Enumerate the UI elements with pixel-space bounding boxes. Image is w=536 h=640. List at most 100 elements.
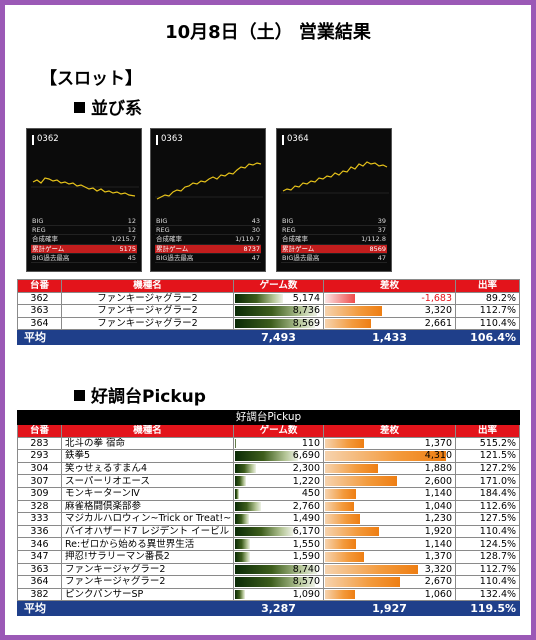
machine-number-cell: 336 (17, 524, 62, 539)
diff-cell: 3,320 (323, 562, 456, 577)
diff-cell: -1,683 (323, 291, 456, 306)
data-card[interactable]: 0363 BIG 43 REG 30 合成確率 1/119.7 累計ゲーム 8737 B… (150, 128, 266, 272)
table-row[interactable]: 363 ファンキージャグラー2 8,740 3,320 112.7% (17, 562, 521, 577)
diff-cell: 4,310 (323, 449, 456, 463)
games-cell: 110 (233, 436, 324, 451)
games-cell-bar (235, 564, 317, 575)
games-cell-bar (235, 501, 262, 512)
diff-cell-value: 1,370 (424, 551, 452, 563)
diff-cell-bar (325, 577, 400, 587)
table-row[interactable]: 304 笑ゥせぇるすまん4 2,300 1,880 127.2% (17, 461, 521, 476)
machine-name-cell: スーパーリオエース (61, 474, 234, 488)
card-stat-row: REG 37 (281, 226, 387, 236)
table-row[interactable]: 382 ピンクパンサーSP 1,090 1,060 132.4% (17, 587, 521, 602)
diff-cell: 1,060 (323, 587, 456, 602)
machine-name-cell: 押忍!サラリーマン番長2 (61, 549, 234, 564)
rate-cell: 89.2% (455, 291, 520, 306)
card-stat-row: BIG 43 (155, 217, 261, 227)
card-stat-row-highlight: 累計ゲーム 5175 (31, 244, 137, 254)
rate-cell: 128.7% (454, 549, 521, 564)
rate-cell: 132.4% (454, 587, 521, 602)
games-cell-bar (235, 476, 247, 486)
machine-number-cell: 307 (17, 474, 62, 488)
card-stat-row-highlight: 累計ゲーム 8737 (155, 244, 261, 254)
diff-cell-bar (325, 501, 354, 512)
table-row[interactable]: 293 鉄拳5 6,690 4,310 121.5% (17, 449, 521, 463)
games-cell: 8,740 (233, 562, 324, 577)
machine-number-cell: 347 (17, 549, 62, 564)
machine-number-cell: 364 (17, 316, 62, 331)
table-row[interactable]: 328 麻雀格闘倶楽部参 2,760 1,040 112.6% (17, 499, 521, 514)
machine-name-cell: バイオハザード7 レジデント イービル (61, 524, 234, 539)
card-graph-line (32, 177, 136, 197)
games-cell-value: 110 (301, 437, 320, 449)
table-row[interactable]: 307 スーパーリオエース 1,220 2,600 171.0% (17, 474, 521, 488)
card-stat-row: REG 12 (31, 226, 137, 236)
games-cell-value: 1,550 (292, 538, 320, 550)
diff-cell: 1,140 (323, 486, 456, 501)
section-pickup-heading: 好調台Pickup (74, 382, 206, 407)
diff-cell-bar (325, 318, 371, 329)
diff-cell: 1,230 (323, 512, 456, 526)
rate-cell: 515.2% (454, 436, 521, 451)
average-diff: 1,433 (323, 329, 456, 346)
table-row[interactable]: 336 バイオハザード7 レジデント イービル 6,170 1,920 110.4% (17, 524, 521, 539)
diff-cell-value: 1,140 (424, 538, 452, 550)
games-cell: 450 (233, 486, 324, 501)
table-row[interactable]: 364 ファンキージャグラー2 8,570 2,670 110.4% (17, 575, 521, 589)
diff-cell-bar (325, 306, 382, 316)
diff-cell-value: 3,320 (424, 305, 452, 317)
column-header: 出率 (455, 279, 520, 293)
machine-number-cell: 363 (17, 562, 62, 577)
diff-cell-bar (325, 564, 418, 575)
rate-cell: 121.5% (454, 449, 521, 463)
table-row[interactable]: 362 ファンキージャグラー2 5,174 -1,683 89.2% (17, 291, 520, 306)
games-cell-bar (235, 577, 316, 587)
table-row[interactable]: 309 モンキーターンⅣ 450 1,140 184.4% (17, 486, 521, 501)
machine-name-cell: マジカルハロウィン~Trick or Treat!~ (61, 512, 234, 526)
table-row[interactable]: 283 北斗の拳 宿命 110 1,370 515.2% (17, 436, 521, 451)
table-row[interactable]: 346 Re:ゼロから始める異世界生活 1,550 1,140 124.5% (17, 537, 521, 551)
games-cell-value: 8,569 (292, 318, 320, 330)
games-cell-value: 1,490 (292, 513, 320, 525)
rate-cell: 112.7% (454, 562, 521, 577)
diff-cell-value: 2,661 (424, 318, 452, 330)
table-banner-row: 好調台Pickup (16, 410, 521, 425)
table-row[interactable]: 347 押忍!サラリーマン番長2 1,590 1,370 128.7% (17, 549, 521, 564)
table-row[interactable]: 333 マジカルハロウィン~Trick or Treat!~ 1,490 1,230 1… (17, 512, 521, 526)
games-cell-bar (235, 514, 249, 524)
games-cell-value: 1,220 (292, 475, 320, 487)
machine-name-cell: ファンキージャグラー2 (61, 575, 234, 589)
card-machine-number: 0363 (161, 134, 183, 144)
machine-name-cell: 麻雀格闘倶楽部参 (61, 499, 234, 514)
machine-number-cell: 328 (17, 499, 62, 514)
machine-name-cell: ファンキージャグラー2 (61, 291, 234, 306)
games-cell-value: 8,740 (292, 563, 320, 575)
games-cell: 1,090 (233, 587, 324, 602)
card-marker (32, 135, 34, 145)
column-header: 台番 (17, 424, 62, 438)
column-header: 差枚 (323, 279, 456, 293)
card-stats: BIG 39 REG 37 合成確率 1/112.8 累計ゲーム 8569 BIG過去最… (281, 217, 387, 263)
games-cell: 8,569 (233, 316, 324, 331)
machine-name-cell: ピンクパンサーSP (61, 587, 234, 602)
games-cell-bar (235, 451, 299, 461)
diff-cell-value: 1,140 (424, 488, 452, 500)
diff-cell-bar (325, 463, 379, 474)
diff-cell: 3,320 (323, 304, 456, 318)
card-stat-row: BIG 39 (281, 217, 387, 227)
card-graph (281, 161, 389, 194)
diff-cell-bar (325, 451, 446, 461)
rate-cell: 127.5% (454, 512, 521, 526)
rate-cell: 110.4% (454, 575, 521, 589)
games-cell-value: 2,300 (292, 463, 320, 475)
average-games: 3,287 (233, 600, 324, 617)
data-card[interactable]: 0362 BIG 12 REG 12 合成確率 1/215.7 累計ゲーム 5175 B… (26, 128, 142, 272)
machine-number-cell: 283 (17, 436, 62, 451)
table-row[interactable]: 364 ファンキージャグラー2 8,569 2,661 110.4% (17, 316, 520, 331)
data-card[interactable]: 0364 BIG 39 REG 37 合成確率 1/112.8 累計ゲーム 8569 B… (276, 128, 392, 272)
diff-cell: 1,370 (323, 549, 456, 564)
section-pickup-label: 好調台Pickup (91, 387, 206, 407)
games-cell-value: 8,570 (292, 576, 320, 588)
table-row[interactable]: 363 ファンキージャグラー2 8,736 3,320 112.7% (17, 304, 520, 318)
